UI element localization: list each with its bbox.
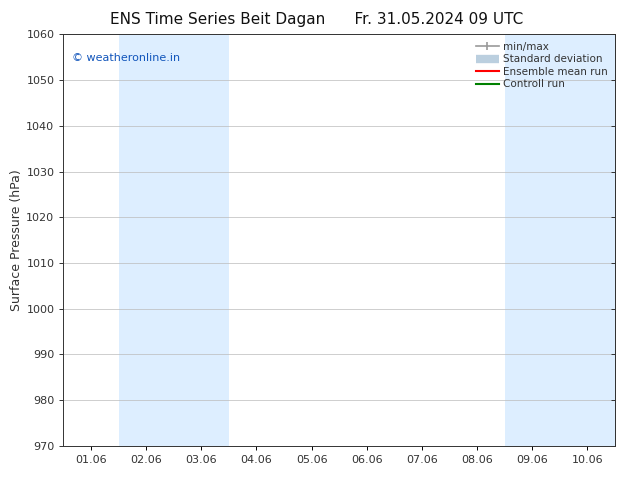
Text: © weatheronline.in: © weatheronline.in — [72, 53, 180, 63]
Legend: min/max, Standard deviation, Ensemble mean run, Controll run: min/max, Standard deviation, Ensemble me… — [472, 37, 612, 94]
Bar — [560, 34, 615, 446]
Bar — [505, 34, 560, 446]
Bar — [174, 34, 229, 446]
Bar — [615, 34, 634, 446]
Text: ENS Time Series Beit Dagan      Fr. 31.05.2024 09 UTC: ENS Time Series Beit Dagan Fr. 31.05.202… — [110, 12, 524, 27]
Y-axis label: Surface Pressure (hPa): Surface Pressure (hPa) — [11, 169, 23, 311]
Bar — [119, 34, 174, 446]
